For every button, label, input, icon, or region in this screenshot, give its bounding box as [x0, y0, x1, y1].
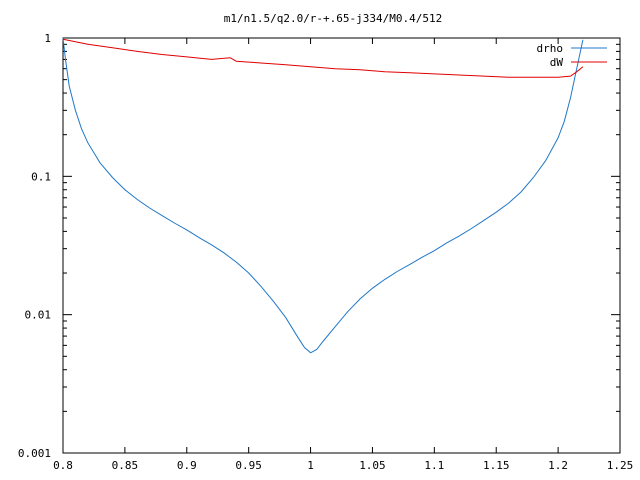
x-tick-label: 1 — [307, 459, 314, 472]
plot-area: 0.8 0.85 0.9 0.95 1 1.05 1.1 1.15 1.2 1.25 0.001 0.… — [18, 32, 633, 472]
legend-entry-dw: dW — [550, 56, 607, 69]
x-tick-label: 0.8 — [53, 459, 73, 472]
x-tick-label: 1.1 — [424, 459, 444, 472]
y-tick-label: 0.1 — [31, 170, 51, 183]
x-tick-label: 0.85 — [112, 459, 139, 472]
x-tick-label: 1.2 — [548, 459, 568, 472]
legend-label-drho: drho — [537, 42, 564, 55]
legend-label-dw: dW — [550, 56, 564, 69]
plot-frame — [62, 37, 621, 454]
x-tick-label: 0.95 — [235, 459, 262, 472]
x-tick-label: 0.9 — [177, 459, 197, 472]
y-tick-label: 1 — [44, 32, 51, 45]
y-tick-label: 0.01 — [25, 309, 52, 322]
y-tick-label: 0.001 — [18, 447, 51, 460]
x-tick-label: 1.05 — [359, 459, 386, 472]
series-line-dw — [62, 38, 584, 78]
legend-entry-drho: drho — [537, 42, 607, 55]
legend: drho dW — [537, 42, 607, 69]
x-tick-label: 1.25 — [607, 459, 634, 472]
series-line-drho — [62, 37, 584, 354]
chart-title: m1/n1.5/q2.0/r-+.65-j334/M0.4/512 — [224, 12, 443, 25]
x-tick-label: 1.15 — [483, 459, 510, 472]
